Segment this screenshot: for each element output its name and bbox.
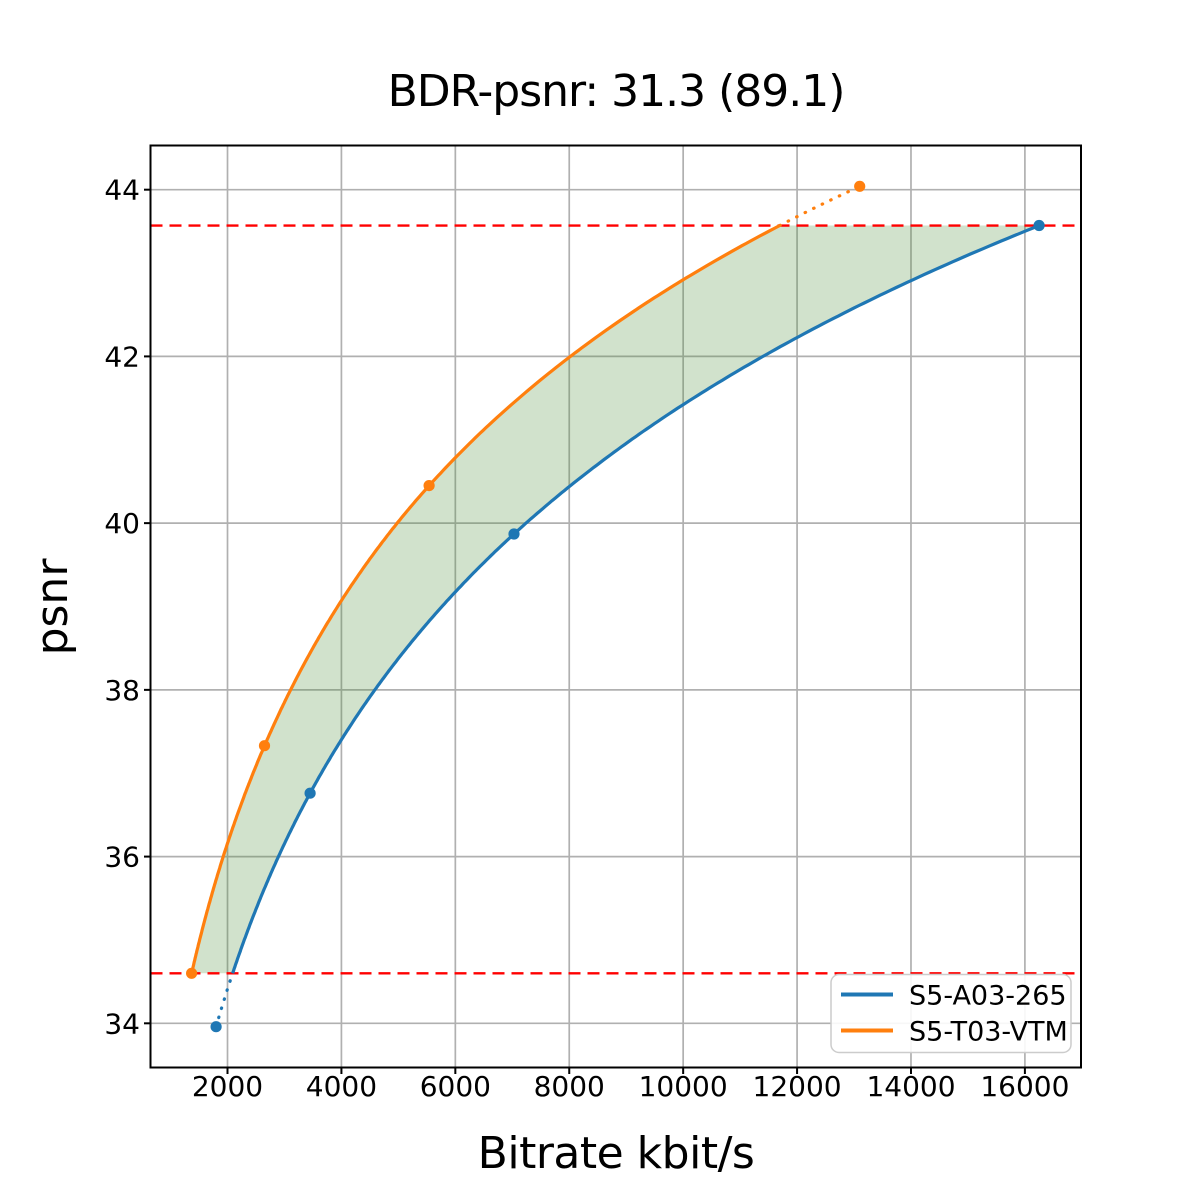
y-tick-label: 40 [104, 507, 140, 540]
chart-title: BDR-psnr: 31.3 (89.1) [387, 66, 846, 117]
y-tick-label: 42 [104, 340, 140, 373]
curve-s5-a03-265 [231, 224, 1040, 974]
y-tick-label: 38 [104, 674, 140, 707]
y-axis-title: psnr [27, 558, 78, 656]
y-tick-label: 36 [104, 841, 140, 874]
data-point-s5-t03-vtm [854, 180, 866, 192]
data-point-s5-t03-vtm [423, 480, 435, 492]
x-tick-label: 16000 [980, 1070, 1069, 1103]
x-tick-label: 6000 [420, 1070, 491, 1103]
bd-fill-region [191, 225, 1040, 974]
y-tick-label: 44 [104, 174, 140, 207]
legend-label-s5-t03-vtm: S5-T03-VTM [909, 1017, 1068, 1048]
data-point-s5-t03-vtm [186, 967, 198, 979]
plot-border [149, 144, 1082, 1069]
legend-label-s5-a03-265: S5-A03-265 [909, 981, 1067, 1012]
data-point-s5-a03-265 [304, 787, 316, 799]
data-point-s5-a03-265 [508, 528, 520, 540]
x-tick-label: 8000 [534, 1070, 605, 1103]
x-tick-label: 4000 [306, 1070, 377, 1103]
data-point-s5-t03-vtm [258, 740, 271, 752]
curve-s5-t03-vtm [190, 224, 781, 974]
curve-dotted-s5-a03-265 [214, 971, 235, 1029]
x-tick-label: 14000 [866, 1070, 955, 1103]
x-tick-label: 12000 [753, 1070, 842, 1103]
y-tick-label: 34 [104, 1007, 140, 1040]
x-axis-title: Bitrate kbit/s [477, 1128, 755, 1179]
x-tick-label: 10000 [639, 1070, 728, 1103]
data-point-s5-a03-265 [1033, 219, 1045, 232]
data-point-s5-a03-265 [210, 1021, 222, 1033]
curve-dotted-s5-t03-vtm [778, 184, 862, 228]
x-tick-label: 2000 [192, 1070, 263, 1103]
